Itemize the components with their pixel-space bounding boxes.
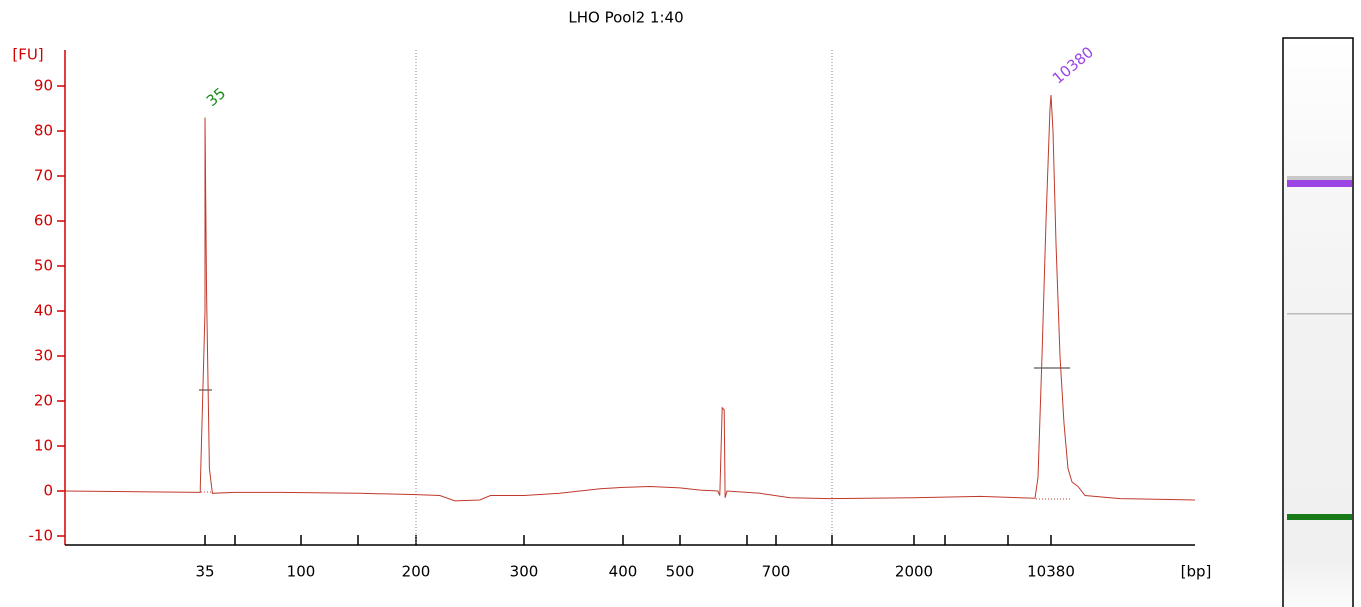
- y-tick-label: 70: [34, 167, 53, 185]
- x-tick-label: 400: [609, 563, 638, 581]
- lane-frame: [1282, 37, 1354, 607]
- y-tick-label: 40: [34, 302, 53, 320]
- x-tick-label: 10380: [1027, 563, 1075, 581]
- x-tick-label: 700: [762, 563, 791, 581]
- peak-label: 35: [203, 84, 229, 110]
- x-tick-label: 100: [287, 563, 316, 581]
- chart-title: LHO Pool2 1:40: [568, 9, 683, 27]
- x-axis-label: [bp]: [1181, 563, 1212, 581]
- peak-label: 10380: [1049, 43, 1097, 87]
- y-tick-label: -10: [29, 527, 54, 545]
- band: [1287, 313, 1352, 315]
- x-tick-label: 500: [666, 563, 695, 581]
- trace: [64, 94, 1196, 502]
- y-tick-label: 30: [34, 347, 53, 365]
- y-tick-label: 80: [34, 122, 53, 140]
- y-tick-label: 50: [34, 257, 53, 275]
- gel-lane: [1282, 37, 1354, 607]
- y-tick-label: 20: [34, 392, 53, 410]
- y-tick-label: 10: [34, 437, 53, 455]
- y-tick-label: 60: [34, 212, 53, 230]
- band-shadow: [1287, 176, 1352, 182]
- y-tick-label: 90: [34, 77, 53, 95]
- upper-marker-band: [1287, 180, 1352, 187]
- lower-marker-band: [1287, 514, 1352, 520]
- x-tick-label: 200: [402, 563, 431, 581]
- x-tick-label: 300: [510, 563, 539, 581]
- y-tick-label: 0: [43, 482, 53, 500]
- y-axis-label: [FU]: [12, 46, 43, 64]
- x-tick-label: 2000: [895, 563, 933, 581]
- x-tick-label: 35: [195, 563, 214, 581]
